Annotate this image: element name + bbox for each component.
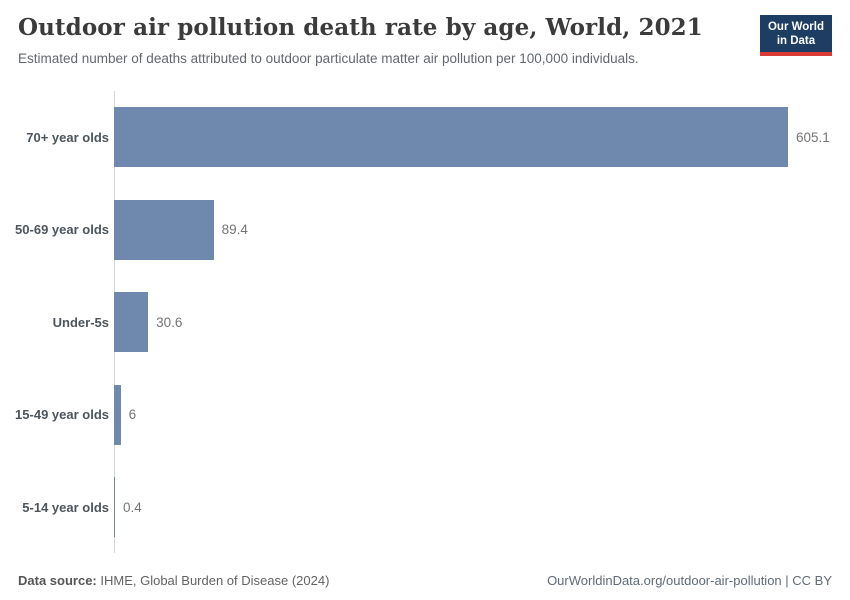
value-label: 0.4 — [123, 499, 142, 515]
bar[interactable] — [114, 384, 121, 445]
category-label-text: Under-5s — [52, 314, 109, 330]
value-label: 89.4 — [221, 222, 248, 238]
value-label: 6 — [128, 407, 137, 423]
credit-link[interactable]: OurWorldinData.org/outdoor-air-pollution… — [547, 573, 832, 588]
header-text: Outdoor air pollution death rate by age,… — [18, 14, 703, 67]
bar-track: 605.1 — [114, 107, 832, 168]
category-label: 15-49 year olds — [15, 407, 114, 423]
category-label-text: 50-69 year olds — [15, 222, 109, 238]
data-source-label: Data source: — [18, 573, 97, 588]
bar[interactable] — [114, 199, 214, 260]
bar-row: 50-69 year olds 89.4 — [15, 184, 832, 276]
category-label: 50-69 year olds — [15, 222, 114, 238]
bar-track: 0.4 — [114, 477, 832, 538]
bar-row: Under-5s 30.6 — [18, 276, 832, 368]
chart-footer: Data source: IHME, Global Burden of Dise… — [18, 573, 832, 588]
data-source[interactable]: Data source: IHME, Global Burden of Dise… — [18, 573, 329, 588]
bar-row: 15-49 year olds 6 — [15, 368, 832, 460]
owid-logo[interactable]: Our World in Data — [759, 15, 832, 57]
category-label: Under-5s — [18, 315, 114, 330]
bar[interactable] — [114, 107, 788, 168]
bar-track: 6 — [114, 384, 832, 445]
bar[interactable] — [114, 292, 149, 353]
owid-logo-line2: in Data — [776, 35, 816, 48]
category-label: 70+ year olds — [18, 130, 114, 145]
bar-track: 89.4 — [114, 199, 832, 260]
category-label-text: 15-49 year olds — [15, 407, 109, 423]
chart-header: Outdoor air pollution death rate by age,… — [18, 14, 832, 67]
owid-logo-line1: Our World — [767, 21, 824, 33]
data-source-text: IHME, Global Burden of Disease (2024) — [96, 573, 330, 588]
category-label: 5-14 year olds — [18, 500, 114, 515]
category-label-text: 5-14 year olds — [22, 499, 109, 515]
bar-chart: 70+ year olds 605.1 50-69 year olds 89.4 Und… — [15, 91, 832, 554]
category-label-text: 70+ year olds — [26, 129, 109, 145]
bar[interactable] — [114, 477, 115, 538]
bar-row: 70+ year olds 605.1 — [18, 91, 832, 183]
value-label: 30.6 — [156, 314, 183, 330]
chart-rows: 70+ year olds 605.1 50-69 year olds 89.4 Und… — [15, 91, 832, 553]
bar-row: 5-14 year olds 0.4 — [18, 461, 832, 553]
chart-title: Outdoor air pollution death rate by age,… — [18, 14, 703, 41]
bar-track: 30.6 — [114, 292, 832, 353]
value-label: 605.1 — [796, 129, 830, 145]
chart-subtitle: Estimated number of deaths attributed to… — [18, 50, 639, 66]
